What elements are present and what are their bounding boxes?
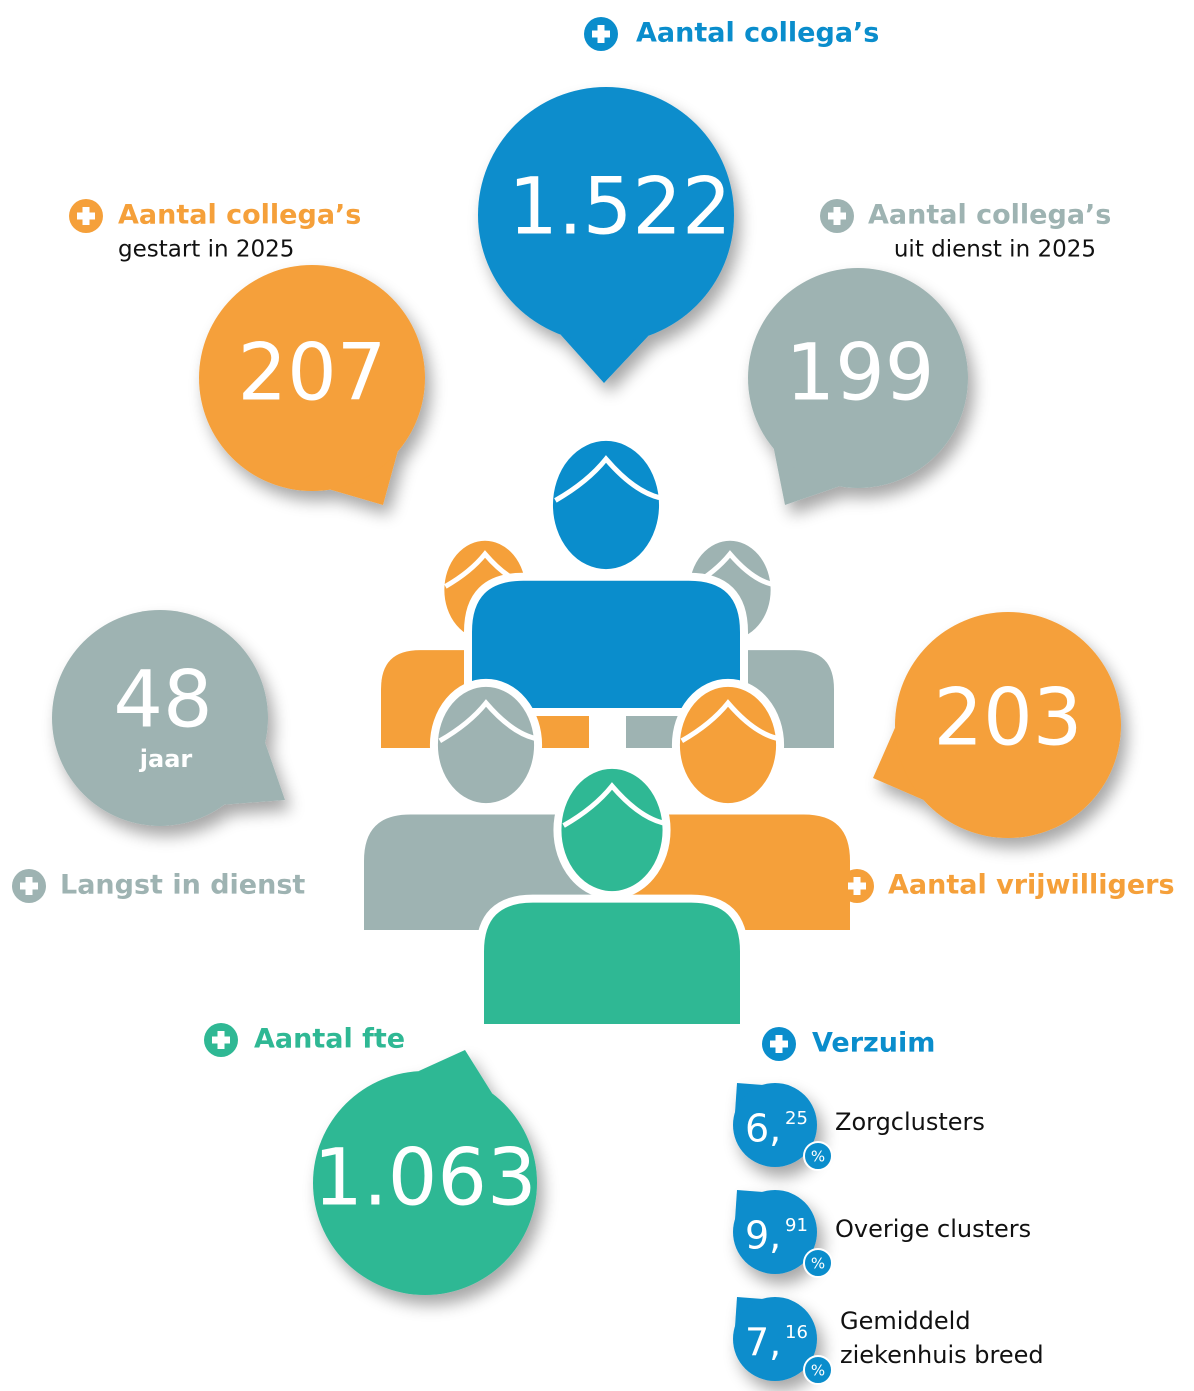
- subheading: gestart in 2025: [118, 237, 294, 263]
- absence-decimal: 91: [785, 1215, 808, 1236]
- absence-label: ziekenhuis breed: [840, 1341, 1044, 1369]
- heading: Verzuim: [812, 1028, 935, 1059]
- absence-whole: 9,: [745, 1214, 781, 1258]
- person-body: [480, 899, 744, 1028]
- absence-decimal: 16: [785, 1322, 808, 1343]
- absence-unit: %: [811, 1148, 825, 1166]
- absence-decimal: 25: [785, 1108, 808, 1129]
- absence-label: Overige clusters: [835, 1215, 1031, 1243]
- absence-label: Zorgclusters: [835, 1108, 985, 1136]
- absence-whole: 6,: [745, 1107, 781, 1151]
- absence-unit: %: [811, 1255, 825, 1273]
- heading: Aantal collega’s: [636, 18, 879, 49]
- absence-label: Gemiddeld: [840, 1307, 971, 1335]
- heading: Aantal collega’s: [118, 200, 361, 231]
- value: 48: [113, 655, 212, 745]
- infographic: Aantal collega’s 1.522 Aantal collega’s …: [0, 0, 1194, 1391]
- unit: jaar: [139, 745, 193, 773]
- heading: Aantal collega’s: [868, 200, 1111, 231]
- heading: Langst in dienst: [60, 870, 305, 901]
- heading: Aantal vrijwilligers: [888, 870, 1175, 901]
- subheading: uit dienst in 2025: [894, 237, 1096, 263]
- value: 207: [238, 328, 387, 418]
- value: 199: [786, 328, 935, 418]
- value: 1.522: [508, 162, 731, 252]
- value: 203: [934, 673, 1083, 763]
- value: 1.063: [313, 1133, 536, 1223]
- absence-list: 6,25% Zorgclusters 9,91% Overige clusters 7,…: [733, 1083, 1044, 1384]
- people-illustration: [360, 437, 854, 1028]
- absence-unit: %: [811, 1362, 825, 1380]
- absence-whole: 7,: [745, 1321, 781, 1365]
- heading: Aantal fte: [254, 1024, 405, 1055]
